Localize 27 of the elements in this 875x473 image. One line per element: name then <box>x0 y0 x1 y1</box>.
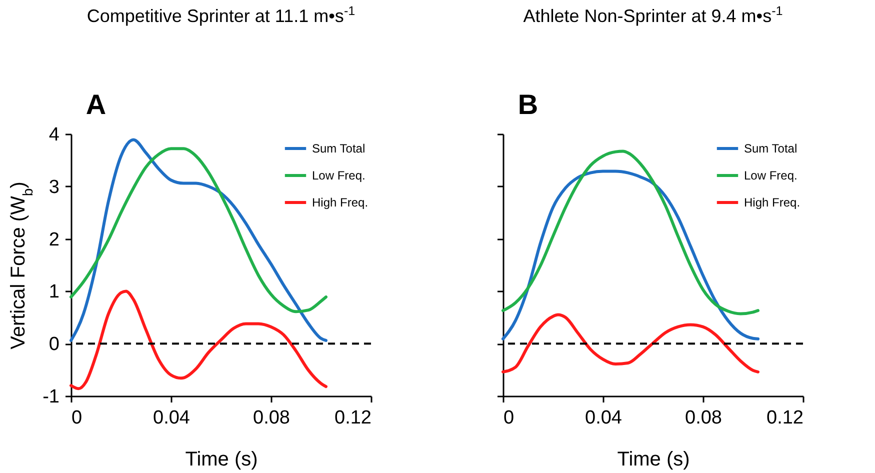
x-tick-label: 0 <box>72 408 82 428</box>
x-tick-label: 0.04 <box>153 408 190 428</box>
legend-label: Low Freq. <box>312 168 366 182</box>
legend-label: High Freq. <box>744 196 800 210</box>
y-tick-label: 4 <box>48 124 60 146</box>
x-tick-label: 0.12 <box>766 408 804 428</box>
text: B <box>518 89 538 120</box>
y-tick-label: 3 <box>48 176 60 198</box>
x-tick-label: 0.04 <box>585 408 622 428</box>
legend-label: Sum Total <box>312 142 366 156</box>
y-tick-label: 2 <box>48 229 60 250</box>
chart-title: Athlete Non-Sprinter at 9.4 m•s$^{-1}$ <box>523 4 783 26</box>
legend-label: Sum Total <box>744 142 798 156</box>
text: A <box>86 89 106 120</box>
y-tick-label: 1 <box>48 282 60 303</box>
x-axis-title: Time (s) <box>185 448 258 470</box>
x-tick-label: 0 <box>504 408 514 428</box>
x-tick-label: 0.08 <box>685 408 722 428</box>
x-tick-label: 0.12 <box>334 408 372 428</box>
chart-title: Competitive Sprinter at 11.1 m•s$^{-1}$ <box>86 4 356 26</box>
legend-label: Low Freq. <box>744 168 798 182</box>
x-axis-title: Time (s) <box>617 448 690 470</box>
line-series <box>70 290 328 390</box>
y-tick-label: -1 <box>42 386 60 408</box>
legend-label: High Freq. <box>312 196 368 210</box>
y-tick-label: 0 <box>48 334 60 356</box>
x-tick-label: 0.08 <box>253 408 290 428</box>
